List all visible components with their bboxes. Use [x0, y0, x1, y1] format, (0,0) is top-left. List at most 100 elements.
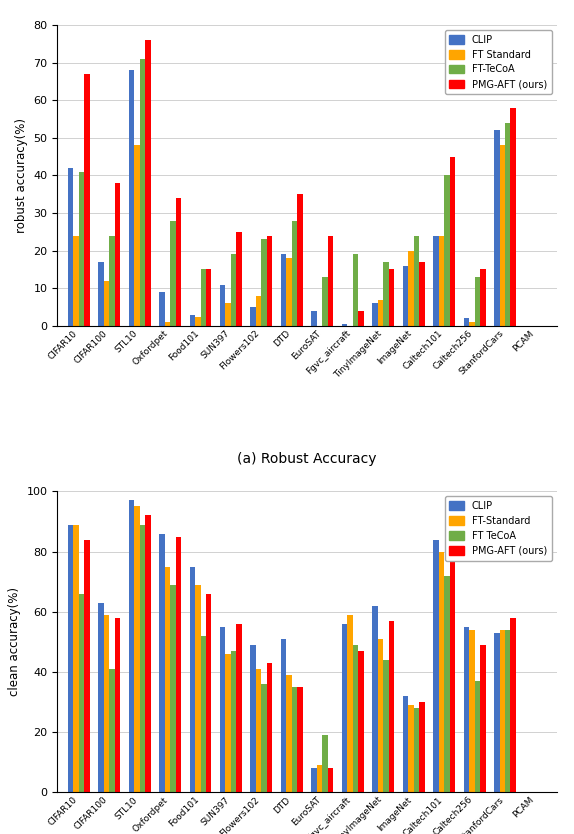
Bar [134, 145, 139, 326]
Bar [73, 236, 79, 326]
Bar [109, 669, 115, 792]
Bar [510, 108, 516, 326]
Bar [261, 239, 267, 326]
Bar [84, 74, 90, 326]
Bar [297, 687, 303, 792]
Bar [159, 292, 165, 326]
Bar [433, 540, 439, 792]
Bar [104, 281, 109, 326]
Bar [449, 157, 455, 326]
Bar [226, 654, 231, 792]
Legend: CLIP, FT-Standard, FT TeCoA, PMG-AFT (ours): CLIP, FT-Standard, FT TeCoA, PMG-AFT (ou… [445, 496, 552, 560]
Bar [256, 296, 261, 326]
Bar [389, 620, 394, 792]
Bar [261, 684, 267, 792]
Bar [109, 236, 115, 326]
Bar [129, 70, 134, 326]
Bar [419, 262, 425, 326]
Bar [475, 681, 480, 792]
Bar [297, 194, 303, 326]
Bar [342, 324, 347, 326]
Bar [510, 618, 516, 792]
Bar [189, 314, 195, 326]
Bar [139, 59, 145, 326]
Bar [292, 221, 297, 326]
Bar [231, 651, 236, 792]
Bar [68, 168, 73, 326]
Bar [200, 269, 206, 326]
Bar [73, 525, 79, 792]
Bar [236, 624, 242, 792]
Bar [378, 639, 383, 792]
Bar [68, 525, 73, 792]
Bar [292, 687, 297, 792]
Bar [347, 615, 353, 792]
Bar [328, 236, 333, 326]
Bar [414, 708, 419, 792]
Bar [328, 768, 333, 792]
Bar [439, 236, 444, 326]
Bar [104, 615, 109, 792]
Bar [358, 651, 364, 792]
Bar [79, 172, 84, 326]
Legend: CLIP, FT Standard, FT-TeCoA, PMG-AFT (ours): CLIP, FT Standard, FT-TeCoA, PMG-AFT (ou… [445, 30, 552, 94]
Bar [505, 630, 510, 792]
Bar [220, 627, 226, 792]
Bar [256, 669, 261, 792]
Bar [444, 575, 449, 792]
Bar [353, 645, 358, 792]
Bar [444, 175, 449, 326]
Bar [79, 594, 84, 792]
Bar [439, 551, 444, 792]
Bar [165, 566, 170, 792]
Bar [311, 768, 317, 792]
Bar [200, 636, 206, 792]
Bar [250, 307, 256, 326]
Bar [145, 515, 150, 792]
Bar [505, 123, 510, 326]
Bar [281, 254, 286, 326]
Bar [176, 536, 181, 792]
Bar [403, 696, 408, 792]
Bar [373, 304, 378, 326]
Bar [98, 262, 104, 326]
Bar [408, 705, 414, 792]
Bar [176, 198, 181, 326]
Bar [170, 585, 176, 792]
Bar [145, 40, 150, 326]
Bar [499, 145, 505, 326]
Bar [286, 259, 292, 326]
Y-axis label: robust accuracy(%): robust accuracy(%) [15, 118, 28, 233]
Bar [494, 633, 499, 792]
Bar [383, 262, 389, 326]
Bar [220, 284, 226, 326]
Bar [469, 630, 475, 792]
Bar [342, 624, 347, 792]
Bar [267, 663, 273, 792]
Bar [311, 311, 317, 326]
Bar [231, 254, 236, 326]
Bar [464, 627, 469, 792]
Bar [480, 269, 486, 326]
Text: (a) Robust Accuracy: (a) Robust Accuracy [237, 452, 377, 466]
Bar [165, 322, 170, 326]
Bar [84, 540, 90, 792]
Bar [206, 594, 211, 792]
Bar [206, 269, 211, 326]
Bar [475, 277, 480, 326]
Bar [449, 545, 455, 792]
Bar [267, 236, 273, 326]
Bar [389, 269, 394, 326]
Bar [358, 311, 364, 326]
Bar [115, 618, 120, 792]
Bar [195, 317, 200, 326]
Bar [134, 506, 139, 792]
Bar [250, 645, 256, 792]
Bar [469, 322, 475, 326]
Bar [170, 221, 176, 326]
Bar [189, 566, 195, 792]
Bar [373, 605, 378, 792]
Bar [433, 236, 439, 326]
Bar [195, 585, 200, 792]
Bar [286, 675, 292, 792]
